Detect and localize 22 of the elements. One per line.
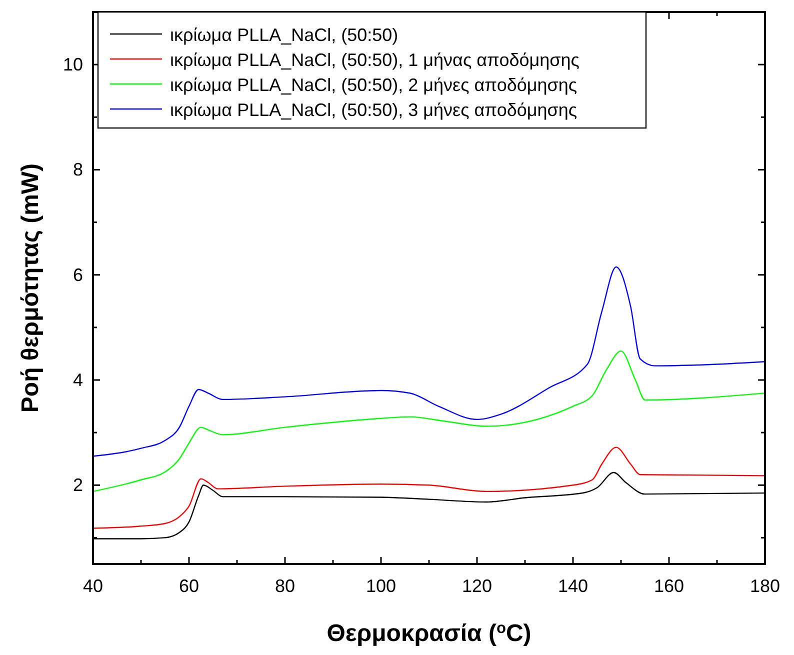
y-tick-label: 4	[72, 370, 83, 390]
legend-label: ικρίωμα PLLA_NaCl, (50:50)	[170, 25, 398, 45]
x-tick-label: 140	[558, 576, 588, 596]
y-tick-label: 6	[72, 264, 83, 285]
y-axis-title: Ροή θερμότητας (mW)	[17, 163, 44, 413]
x-tick-label: 100	[366, 576, 396, 596]
legend-label: ικρίωμα PLLA_NaCl, (50:50), 2 μήνες αποδόμησης	[170, 75, 578, 95]
y-tick-label: 8	[72, 160, 83, 180]
x-tick-label: 80	[274, 576, 296, 596]
y-tick-label: 10	[62, 54, 83, 75]
y-tick-label: 2	[72, 475, 83, 496]
x-tick-label: 160	[654, 576, 684, 596]
line-series	[92, 350, 766, 492]
x-tick-label: 120	[462, 576, 492, 596]
x-tick-label: 60	[178, 576, 200, 596]
x-tick-label: 180	[750, 576, 780, 596]
legend-label: ικρίωμα PLLA_NaCl, (50:50), 1 μήνας αποδόμησης	[170, 50, 580, 70]
x-tick-label: 40	[82, 576, 104, 596]
line-series	[92, 446, 766, 529]
line-series	[92, 266, 766, 457]
x-axis-title: Θερμοκρασία ($^{o}$C)	[326, 620, 532, 647]
legend-label: ικρίωμα PLLA_NaCl, (50:50), 3 μήνες αποδόμησης	[170, 100, 578, 120]
